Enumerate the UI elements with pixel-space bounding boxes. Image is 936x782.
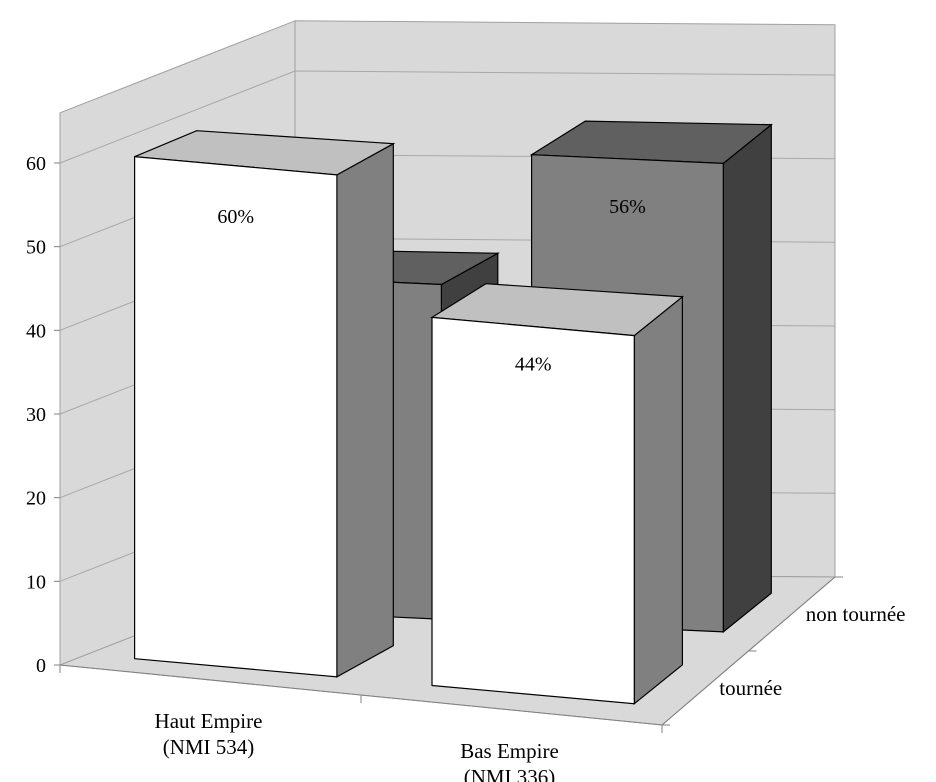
y-tick-label: 20 xyxy=(26,488,46,510)
category-label: Bas Empire xyxy=(460,739,559,763)
bars: 40%56%60%44% xyxy=(134,120,773,705)
bar: 44% xyxy=(430,283,684,705)
bar-side xyxy=(722,123,772,634)
y-tick-label: 40 xyxy=(26,320,46,342)
y-tick-label: 30 xyxy=(26,404,46,426)
category-label: (NMI 336) xyxy=(464,765,556,782)
category-label: Haut Empire xyxy=(155,709,263,733)
bar: 60% xyxy=(134,130,396,678)
bar-front xyxy=(134,156,338,678)
x-axis: Haut Empire(NMI 534) Bas Empire (NMI 336) xyxy=(59,664,663,782)
series-label: non tournée xyxy=(806,602,906,626)
y-axis: 0 10 20 30 40 50 60 xyxy=(26,153,60,677)
y-tick-label: 0 xyxy=(36,655,46,677)
series-label: tournée xyxy=(719,676,782,700)
category-label: (NMI 534) xyxy=(163,735,255,759)
data-label: 56% xyxy=(609,196,646,218)
y-tick-label: 10 xyxy=(26,571,46,593)
data-label: 60% xyxy=(217,206,254,228)
bar-front xyxy=(431,316,635,705)
y-tick-label: 60 xyxy=(26,153,46,175)
bar-side xyxy=(633,295,684,705)
y-tick-label: 50 xyxy=(26,237,46,259)
data-label: 44% xyxy=(515,353,552,375)
bar-side xyxy=(336,142,394,678)
gridline xyxy=(59,70,836,164)
depth-axis: tournée non tournée xyxy=(661,576,906,726)
